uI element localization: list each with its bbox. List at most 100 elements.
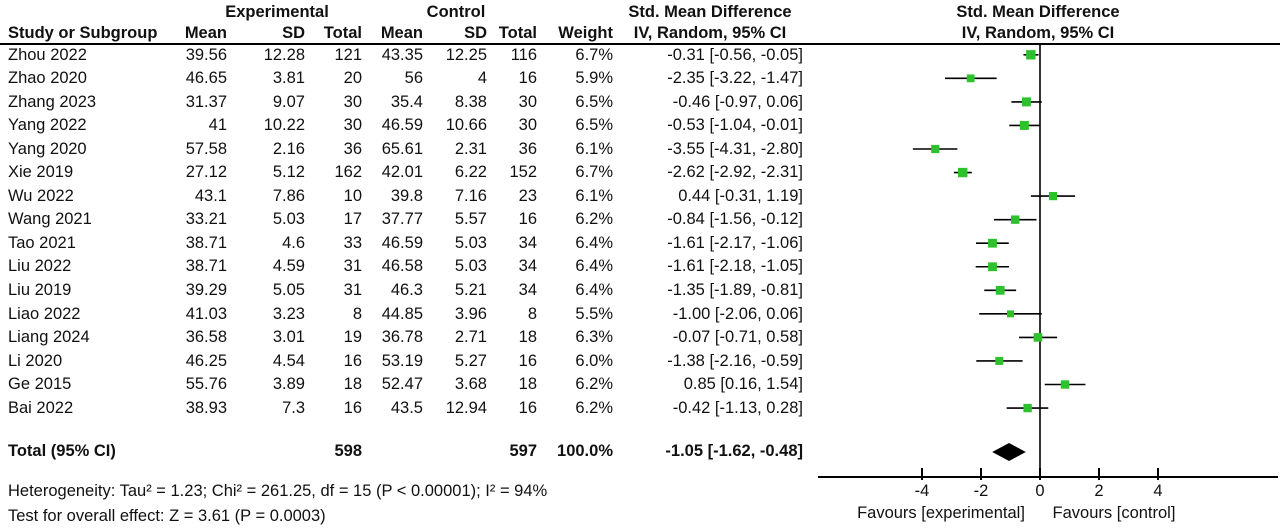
cell-ci-text: -0.07 [-0.71, 0.58] xyxy=(672,328,803,347)
cell-n-c: 16 xyxy=(518,210,537,229)
cell-study: Liu 2022 xyxy=(8,257,72,276)
cell-ci-text: -2.35 [-3.22, -1.47] xyxy=(667,69,803,88)
col-header-total-c: Total xyxy=(498,24,537,42)
cell-study: Liao 2022 xyxy=(8,304,81,323)
cell-n-e: 162 xyxy=(334,163,362,182)
favours-right-label: Favours [control] xyxy=(1053,504,1176,522)
cell-n-c: 36 xyxy=(518,139,537,158)
cell-mean-c: 46.59 xyxy=(381,233,423,252)
cell-weight: 6.2% xyxy=(575,398,613,417)
col-header-sd-e: SD xyxy=(282,24,305,42)
cell-weight: 6.4% xyxy=(575,281,613,299)
cell-n-e: 19 xyxy=(343,328,362,347)
cell-mean-e: 27.12 xyxy=(185,163,227,182)
cell-n-e: 36 xyxy=(343,139,362,158)
effect-marker xyxy=(1026,50,1036,60)
cell-sd-c: 2.71 xyxy=(454,328,487,347)
cell-n-e: 16 xyxy=(343,398,362,417)
col-header-mean-c: Mean xyxy=(380,24,423,42)
cell-weight: 6.7% xyxy=(575,45,613,64)
pooled-diamond xyxy=(992,443,1026,461)
cell-sd-e: 2.16 xyxy=(272,139,305,158)
cell-weight: 6.1% xyxy=(575,186,613,205)
cell-mean-c: 43.5 xyxy=(390,398,423,417)
cell-mean-e: 43.1 xyxy=(194,186,227,205)
effect-marker xyxy=(1021,97,1031,107)
tick-label: 2 xyxy=(1094,482,1103,500)
cell-n-c: 23 xyxy=(518,186,537,205)
cell-n-e: 8 xyxy=(352,304,362,323)
group-header-control: Control xyxy=(426,3,486,21)
cell-mean-e: 46.25 xyxy=(185,351,227,370)
cell-n-c: 34 xyxy=(518,233,537,252)
col-header-study: Study or Subgroup xyxy=(8,24,158,42)
cell-n-c: 16 xyxy=(518,69,537,88)
cell-sd-c: 5.27 xyxy=(454,351,487,370)
cell-sd-c: 7.16 xyxy=(454,186,487,205)
effect-marker xyxy=(1023,403,1032,413)
cell-mean-c: 53.19 xyxy=(381,351,423,370)
cell-sd-c: 8.38 xyxy=(454,92,487,111)
col-header-total-e: Total xyxy=(323,24,362,42)
group-header-experimental: Experimental xyxy=(225,3,329,21)
cell-sd-e: 9.07 xyxy=(272,92,305,111)
cell-n-e: 17 xyxy=(343,210,362,229)
cell-n-c: 16 xyxy=(518,351,537,370)
effect-marker xyxy=(1033,333,1043,342)
effect-marker xyxy=(1048,192,1058,201)
cell-n-c: 18 xyxy=(518,375,537,394)
cell-study: Wang 2021 xyxy=(8,210,92,229)
cell-sd-e: 3.89 xyxy=(272,375,305,394)
cell-n-c: 30 xyxy=(518,116,537,135)
cell-n-c: 18 xyxy=(518,328,537,347)
effect-marker xyxy=(1060,380,1070,389)
cell-sd-c: 3.96 xyxy=(454,304,487,323)
cell-sd-c: 12.25 xyxy=(445,45,487,64)
cell-weight: 6.4% xyxy=(575,233,613,252)
cell-sd-c: 3.68 xyxy=(454,375,487,394)
smd-column-subheader: IV, Random, 95% CI xyxy=(633,24,787,42)
cell-mean-e: 46.65 xyxy=(185,69,227,88)
cell-total-ci: -1.05 [-1.62, -0.48] xyxy=(665,442,803,460)
cell-mean-c: 46.58 xyxy=(381,257,423,276)
cell-ci-text: -1.38 [-2.16, -0.59] xyxy=(667,351,803,370)
cell-sd-c: 5.21 xyxy=(454,281,487,299)
cell-sd-c: 5.03 xyxy=(454,233,487,252)
cell-ci-text: 0.85 [0.16, 1.54] xyxy=(683,375,803,394)
cell-sd-e: 4.59 xyxy=(272,257,305,276)
cell-n-e: 18 xyxy=(343,375,362,394)
cell-weight: 6.2% xyxy=(575,375,613,394)
cell-ci-text: -2.62 [-2.92, -2.31] xyxy=(667,163,803,182)
cell-weight: 5.9% xyxy=(575,69,613,88)
cell-sd-e: 12.28 xyxy=(263,45,305,64)
cell-sd-e: 7.3 xyxy=(282,398,305,417)
smd-column-header: Std. Mean Difference xyxy=(628,3,792,21)
tick-label: 4 xyxy=(1153,482,1162,500)
cell-sd-c: 6.22 xyxy=(454,163,487,182)
cell-study: Yang 2020 xyxy=(8,139,87,158)
heterogeneity-stats: Heterogeneity: Tau² = 1.23; Chi² = 261.2… xyxy=(8,482,548,500)
cell-mean-c: 36.78 xyxy=(381,328,423,347)
cell-study: Xie 2019 xyxy=(8,163,74,182)
overall-effect-stats: Test for overall effect: Z = 3.61 (P = 0… xyxy=(8,507,326,525)
cell-n-c: 152 xyxy=(509,163,537,182)
effect-marker xyxy=(1011,215,1020,224)
cell-mean-c: 56 xyxy=(404,69,423,88)
cell-mean-e: 57.58 xyxy=(185,139,227,158)
cell-n-e: 10 xyxy=(343,186,362,205)
cell-weight: 6.0% xyxy=(575,351,613,370)
cell-ci-text: -0.53 [-1.04, -0.01] xyxy=(667,116,803,135)
cell-mean-c: 44.85 xyxy=(381,304,423,323)
tick-label: 0 xyxy=(1035,482,1044,500)
cell-sd-e: 7.86 xyxy=(272,186,305,205)
cell-sd-e: 4.6 xyxy=(282,233,305,252)
cell-sd-c: 5.03 xyxy=(454,257,487,276)
cell-sd-e: 5.12 xyxy=(272,163,305,182)
effect-marker xyxy=(995,356,1004,365)
cell-n-c: 116 xyxy=(510,45,537,64)
cell-n-e: 31 xyxy=(343,257,362,276)
col-header-mean-e: Mean xyxy=(184,24,227,42)
cell-mean-e: 31.37 xyxy=(185,92,227,111)
cell-mean-c: 65.61 xyxy=(381,139,423,158)
cell-weight: 6.3% xyxy=(575,328,613,347)
